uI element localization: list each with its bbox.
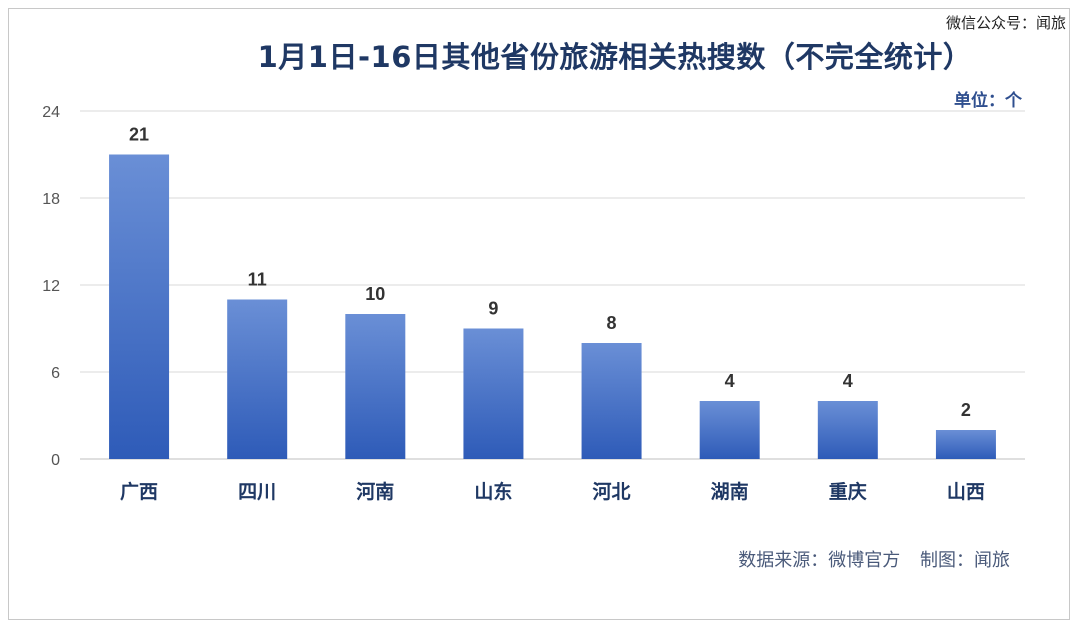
bar (227, 299, 288, 459)
y-tick-label: 6 (51, 365, 60, 382)
data-label: 4 (725, 371, 735, 391)
bars (109, 154, 996, 459)
bar (345, 314, 406, 459)
chart-title: 1月1日-16日其他省份旅游相关热搜数（不完全统计） (257, 40, 973, 74)
bar (699, 401, 760, 459)
bar (935, 430, 996, 459)
bar (109, 154, 170, 459)
labels: 0 6 12 18 24 21 广西 11 四川 10 河南 9 山东 8 河北 4 湖南 4 重庆 2 山西 (42, 104, 985, 503)
y-tick-label: 18 (42, 191, 60, 208)
chart-frame (8, 8, 1070, 620)
bar (463, 328, 524, 459)
data-label: 2 (961, 400, 971, 420)
y-tick-label: 24 (42, 104, 60, 121)
y-tick-label: 0 (51, 452, 60, 469)
y-tick-label: 12 (42, 278, 60, 295)
source-note: 数据来源：微博官方 制图：闻旅 (738, 550, 1010, 571)
watermark: 微信公众号：闻旅 (945, 14, 1066, 32)
category-label: 山西 (947, 481, 985, 503)
bar (581, 343, 642, 459)
data-label: 21 (129, 125, 149, 145)
data-label: 10 (365, 284, 385, 304)
category-label: 湖南 (711, 481, 749, 503)
data-label: 9 (488, 299, 498, 319)
category-label: 广西 (120, 480, 158, 503)
category-label: 四川 (238, 481, 276, 503)
category-label: 山东 (474, 480, 512, 503)
data-label: 8 (607, 313, 617, 333)
data-label: 4 (843, 371, 853, 391)
data-label: 11 (248, 270, 267, 290)
gridlines (80, 110, 1025, 460)
bar (817, 401, 878, 459)
category-label: 河南 (356, 481, 394, 503)
category-label: 河北 (593, 481, 631, 503)
category-label: 重庆 (829, 480, 867, 503)
unit-label: 单位：个 (954, 91, 1022, 111)
